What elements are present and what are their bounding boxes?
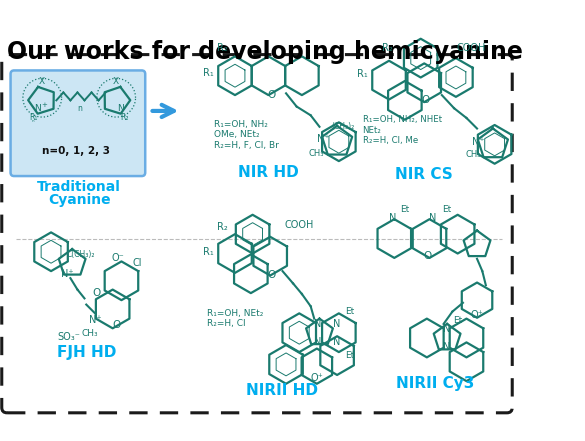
Text: N: N <box>117 104 124 113</box>
Text: N: N <box>314 336 321 347</box>
Text: R₁=OH, NH₂: R₁=OH, NH₂ <box>214 120 268 129</box>
Text: Cl: Cl <box>133 258 142 268</box>
Text: R₂=H, F, Cl, Br: R₂=H, F, Cl, Br <box>214 141 278 150</box>
Text: N: N <box>314 319 321 329</box>
Text: COOH: COOH <box>456 42 486 52</box>
Text: N: N <box>429 213 437 223</box>
Text: R₂: R₂ <box>382 42 393 52</box>
Text: N⁺: N⁺ <box>61 269 73 279</box>
Text: Et: Et <box>453 316 462 325</box>
Text: X: X <box>39 77 45 86</box>
Text: (CH₃)₂: (CH₃)₂ <box>332 122 355 131</box>
Text: NIR CS: NIR CS <box>395 167 453 182</box>
Text: O⁺: O⁺ <box>311 374 324 384</box>
Text: N: N <box>333 319 341 329</box>
Text: R₁: R₁ <box>29 112 37 122</box>
Text: O: O <box>92 288 101 298</box>
Text: n: n <box>77 104 82 113</box>
Text: ⁿ: ⁿ <box>31 120 34 125</box>
Text: R₁: R₁ <box>357 69 368 79</box>
Text: Et: Et <box>345 307 354 316</box>
Text: N⁺: N⁺ <box>316 134 329 144</box>
Text: N: N <box>443 324 451 334</box>
Text: R₁=OH, NEt₂: R₁=OH, NEt₂ <box>207 309 263 318</box>
Text: FJH HD: FJH HD <box>57 345 116 360</box>
Text: NEt₂: NEt₂ <box>363 126 381 135</box>
Text: O: O <box>268 269 276 280</box>
Text: N⁺: N⁺ <box>473 137 485 147</box>
Text: R₂: R₂ <box>121 112 129 122</box>
Text: X: X <box>113 77 119 86</box>
Text: N: N <box>35 104 41 113</box>
Text: R₁=OH, NH₂, NHEt: R₁=OH, NH₂, NHEt <box>363 115 442 124</box>
Text: CH₃: CH₃ <box>81 329 98 338</box>
Text: N: N <box>443 342 451 352</box>
Text: N: N <box>389 213 396 223</box>
Text: R₁: R₁ <box>203 247 214 257</box>
Text: SO₃⁻: SO₃⁻ <box>57 332 80 342</box>
Text: Cyanine: Cyanine <box>48 193 111 207</box>
Text: R₂: R₂ <box>217 42 228 52</box>
Text: OMe, NEt₂: OMe, NEt₂ <box>214 130 260 139</box>
Text: CH₃: CH₃ <box>466 150 481 160</box>
Text: R₂=H, Cl, Me: R₂=H, Cl, Me <box>363 136 418 146</box>
Text: N: N <box>333 336 341 347</box>
Text: O: O <box>112 320 121 330</box>
Text: O⁻: O⁻ <box>112 253 125 263</box>
Text: NIR HD: NIR HD <box>238 165 299 180</box>
Text: NIRII HD: NIRII HD <box>246 383 318 398</box>
Text: Traditional: Traditional <box>37 180 121 194</box>
Text: R₁: R₁ <box>203 68 214 78</box>
Text: O: O <box>422 95 430 105</box>
Text: Our works for developing hemicyanine: Our works for developing hemicyanine <box>7 40 523 64</box>
Text: CH₃: CH₃ <box>308 149 324 158</box>
Text: NIRII Cy3: NIRII Cy3 <box>397 376 475 391</box>
Text: R₂=H, Cl: R₂=H, Cl <box>207 319 246 329</box>
Text: C(CH₃)₂: C(CH₃)₂ <box>67 250 95 259</box>
Text: +: + <box>41 102 47 108</box>
Text: COOH: COOH <box>284 220 314 230</box>
Text: Et: Et <box>400 205 410 214</box>
Text: R₂: R₂ <box>217 222 228 232</box>
Text: Et: Et <box>345 351 354 360</box>
Text: O⁺: O⁺ <box>470 310 483 320</box>
Text: Et: Et <box>442 205 452 214</box>
Text: N⁺: N⁺ <box>89 314 101 325</box>
FancyBboxPatch shape <box>11 71 145 176</box>
Text: O: O <box>424 251 432 261</box>
Text: n=0, 1, 2, 3: n=0, 1, 2, 3 <box>42 146 110 157</box>
Text: O: O <box>268 90 276 100</box>
